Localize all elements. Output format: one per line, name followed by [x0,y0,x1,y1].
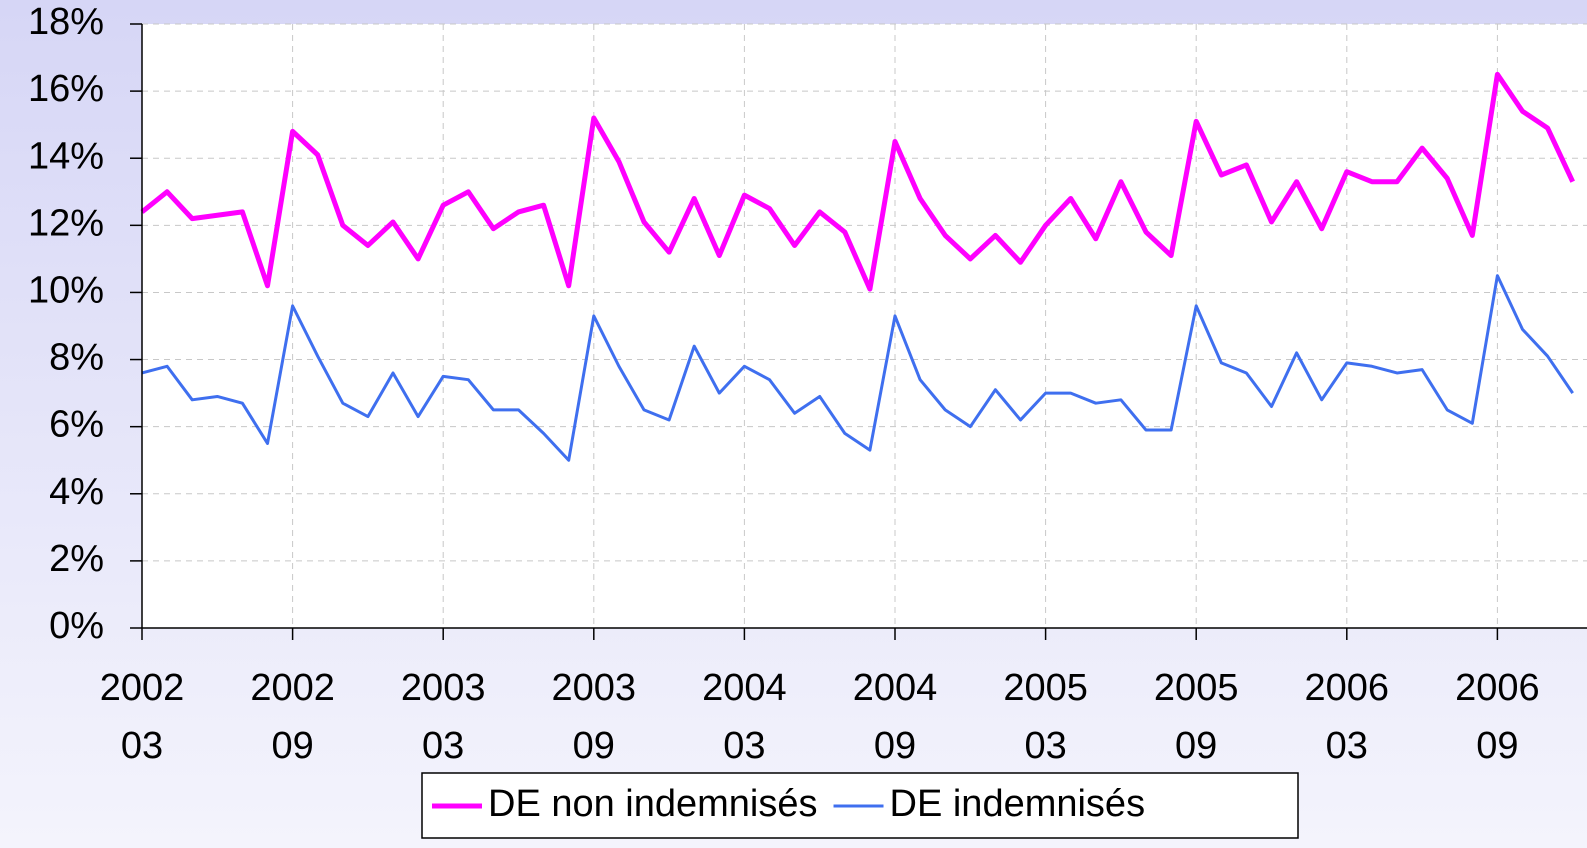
axes: 0% 2% 4% 6% 8% 10% 12% 14% 16% 18% 2002 03 2002 09 200… [28,1,1587,767]
x-tick-label: 2002 09 [250,667,335,767]
plot-area [142,24,1587,628]
lines [140,71,1575,462]
x-tick-label: 2005 09 [1154,667,1239,767]
y-tick-label: 18% [28,1,104,43]
y-tick-label: 16% [28,68,104,110]
legend-label: DE non indemnisés [488,783,818,825]
y-tick-label: 2% [49,538,104,580]
x-tick-label: 2002 03 [100,667,185,767]
line-series [141,274,1574,462]
x-tick-label: 2006 03 [1305,667,1390,767]
x-tick-label: 2003 09 [552,667,637,767]
y-tick-label: 4% [49,471,104,513]
line-series [140,71,1575,292]
legend: DE non indemnisés DE indemnisés [421,772,1299,839]
y-tick-label: 14% [28,135,104,177]
x-tick-label: 2003 03 [401,667,486,767]
y-tick-label: 12% [28,202,104,244]
x-tick-label: 2006 09 [1455,667,1540,767]
y-tick-label: 8% [49,337,104,379]
y-tick-label: 0% [49,605,104,647]
x-tick-label: 2005 03 [1003,667,1088,767]
x-tick-label: 2004 09 [853,667,938,767]
legend-label: DE indemnisés [890,783,1146,825]
y-tick-label: 10% [28,269,104,311]
x-tick-label: 2004 03 [702,667,787,767]
y-tick-label: 6% [49,404,104,446]
